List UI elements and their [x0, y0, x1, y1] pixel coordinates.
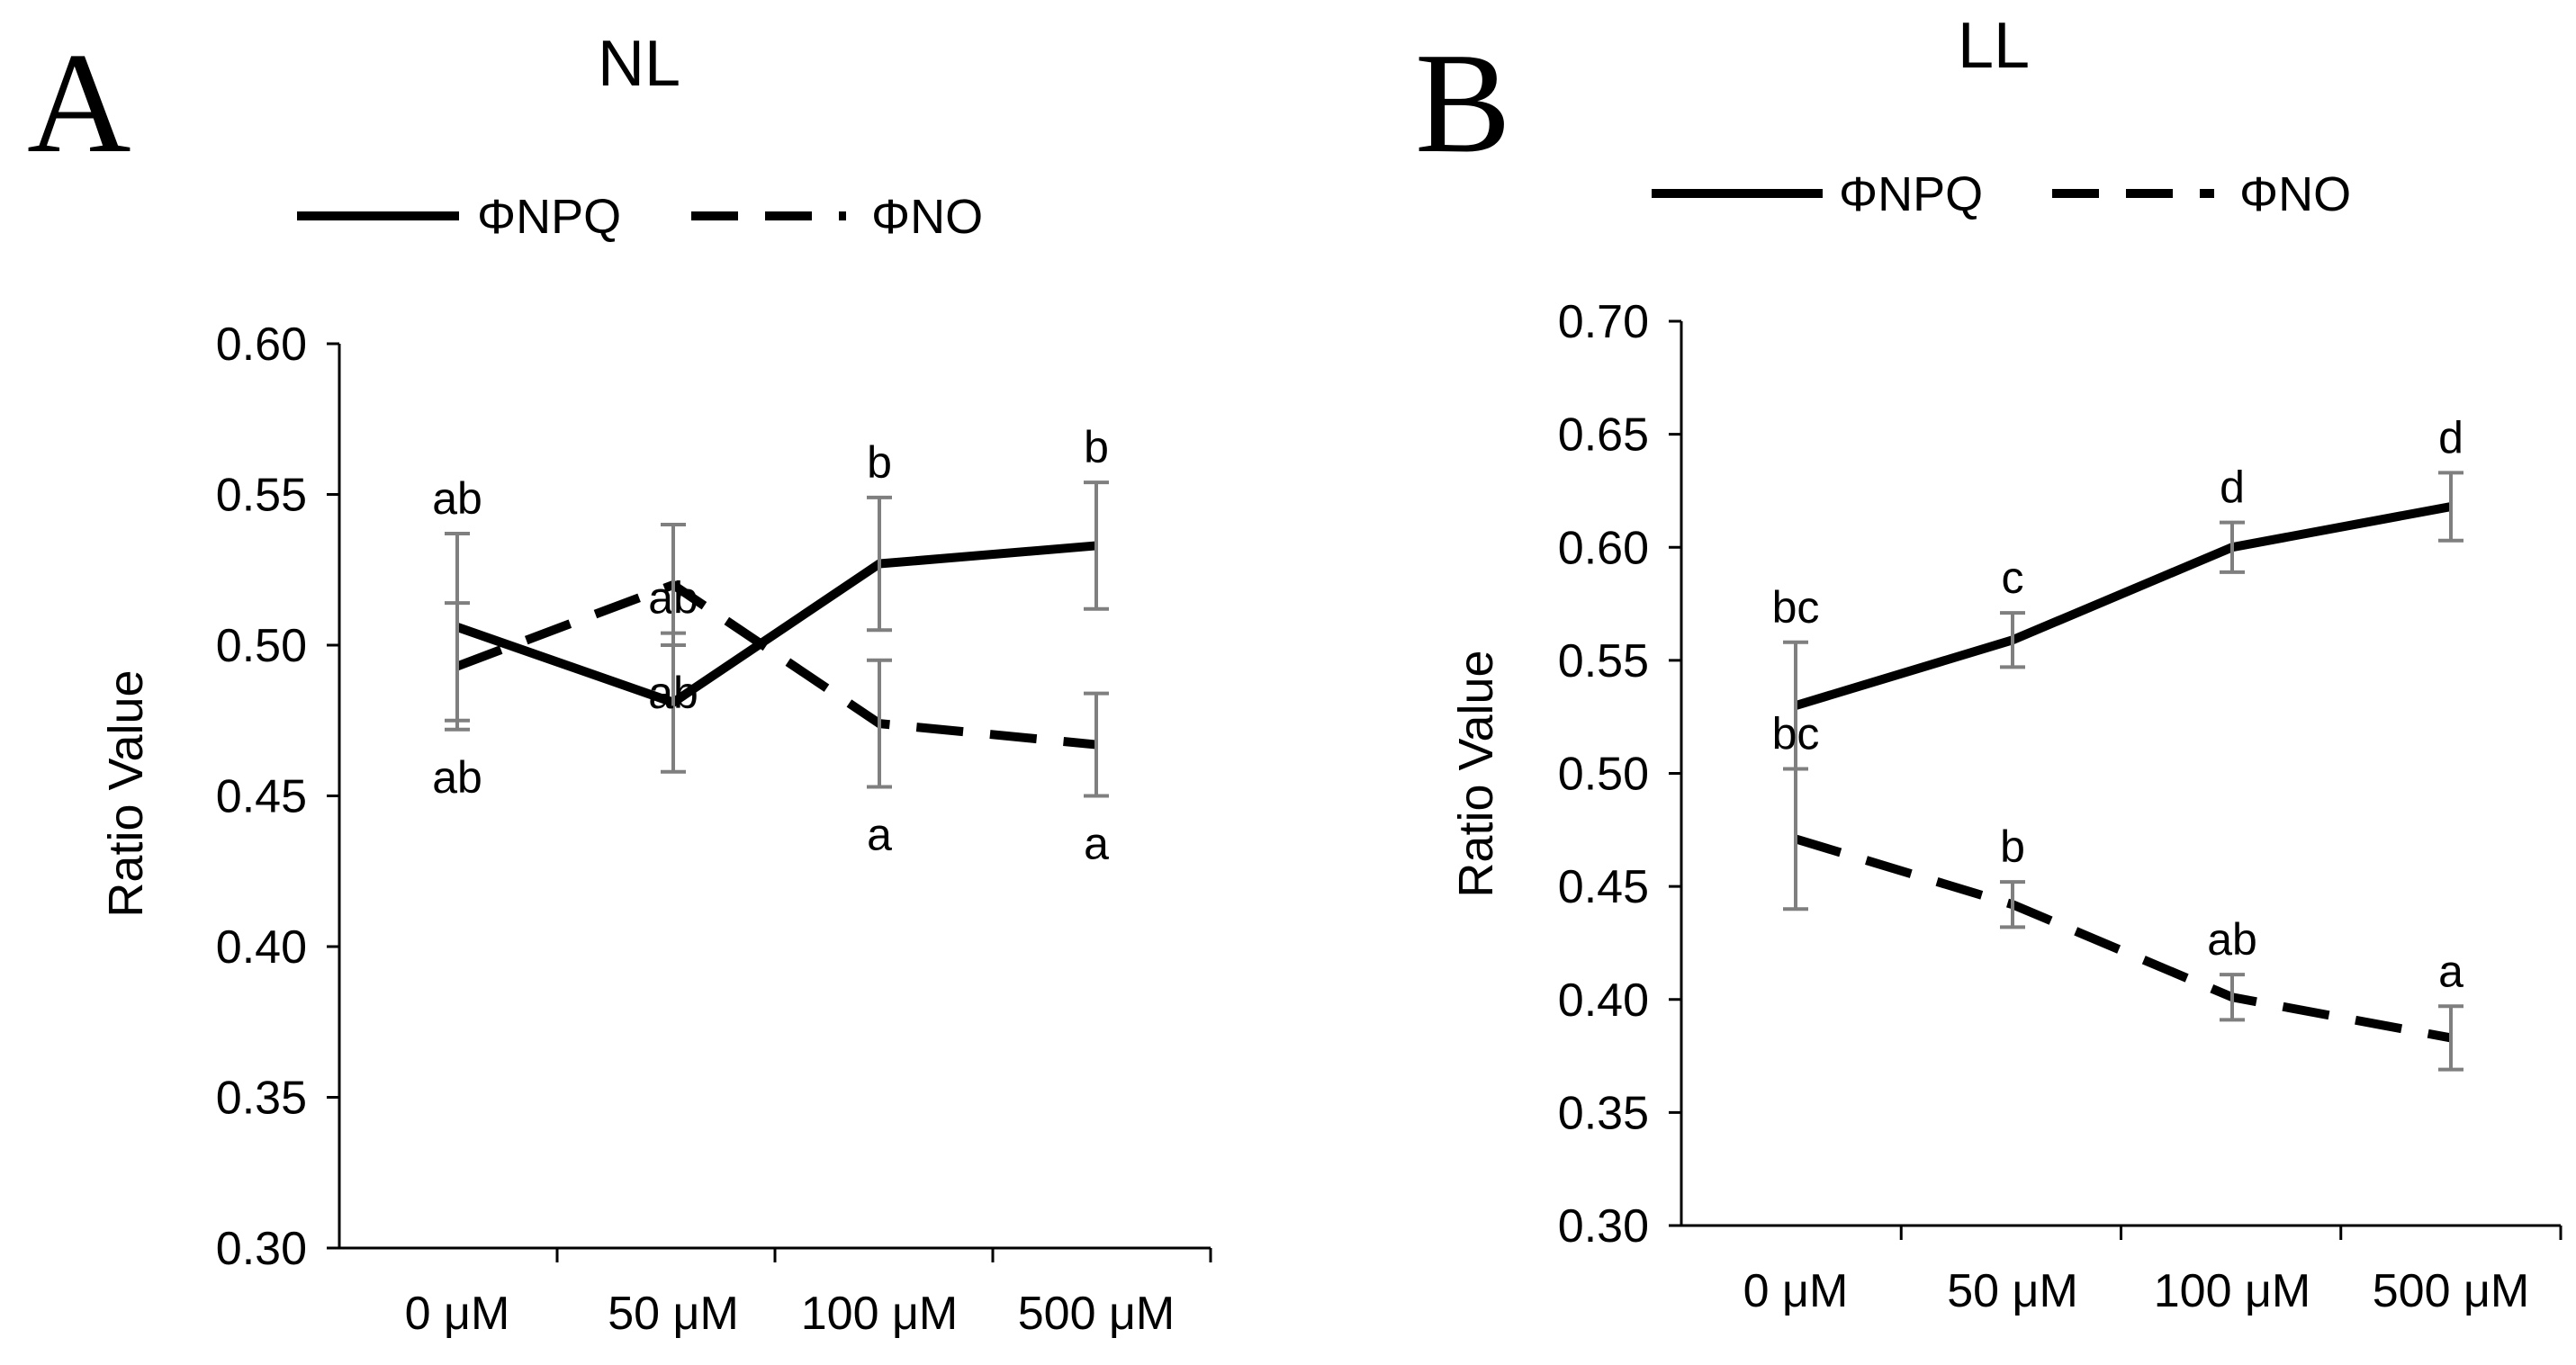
- legend-no-label: ΦNO: [2239, 167, 2351, 221]
- significance-label: b: [2000, 822, 2025, 872]
- series-line-no: [455, 579, 1097, 750]
- panel-b-letter: B: [1415, 22, 1511, 183]
- significance-label: a: [1084, 819, 1109, 869]
- y-tick-label: 0.40: [1558, 974, 1649, 1027]
- panel-b-title: LL: [1958, 10, 2030, 82]
- x-tick-label: 100 μM: [801, 1288, 958, 1340]
- panel-a-letter: A: [27, 22, 131, 183]
- series-line-npq: [455, 541, 1097, 708]
- y-tick-label: 0.30: [216, 1223, 307, 1275]
- legend-npq-label: ΦNPQ: [477, 190, 621, 244]
- y-tick-label: 0.60: [1558, 522, 1649, 574]
- y-tick-label: 0.60: [216, 319, 307, 371]
- y-tick-label: 0.45: [216, 771, 307, 823]
- panel-a-plot-area: 0.30 0.35 0.40 0.45 0.50 0.55 0.60 0 μM 50 μM 100…: [216, 319, 1212, 1340]
- significance-label: ab: [432, 752, 482, 803]
- panel-b-y-axis-label: Ratio Value: [1449, 650, 1503, 897]
- panel-a-title: NL: [598, 28, 680, 100]
- x-tick-label: 50 μM: [1947, 1265, 2078, 1317]
- significance-label: bc: [1772, 708, 1820, 759]
- y-tick-label: 0.45: [1558, 861, 1649, 913]
- legend-no-label: ΦNO: [871, 190, 983, 244]
- y-tick-label: 0.70: [1558, 296, 1649, 348]
- y-tick-label: 0.30: [1558, 1200, 1649, 1253]
- significance-label: bc: [1772, 582, 1820, 633]
- x-tick-label: 0 μM: [405, 1288, 510, 1340]
- y-tick-label: 0.40: [216, 921, 307, 974]
- y-tick-label: 0.55: [216, 470, 307, 522]
- x-tick-label: 50 μM: [608, 1288, 739, 1340]
- x-tick-label: 500 μM: [1018, 1288, 1175, 1340]
- y-tick-label: 0.35: [216, 1073, 307, 1125]
- x-tick-label: 500 μM: [2373, 1265, 2529, 1317]
- significance-label: c: [2002, 552, 2024, 603]
- panel-b-ll: B LL ΦNPQ ΦNO Ratio Value 0.300.350.400.…: [1415, 10, 2562, 1317]
- y-tick-label: 0.35: [1558, 1087, 1649, 1139]
- significance-label: b: [1084, 422, 1109, 472]
- panel-a-legend: ΦNPQ ΦNO: [297, 190, 983, 244]
- y-tick-label: 0.65: [1558, 409, 1649, 462]
- significance-label: a: [867, 809, 892, 859]
- series-line-npq: [1794, 502, 2452, 710]
- y-tick-label: 0.50: [216, 620, 307, 672]
- y-tick-label: 0.55: [1558, 635, 1649, 687]
- significance-label: d: [2220, 462, 2245, 513]
- legend-npq-label: ΦNPQ: [1839, 167, 1983, 221]
- significance-label: a: [2438, 946, 2463, 996]
- significance-label: ab: [432, 473, 482, 524]
- panel-b-plot-area: 0.30 0.35 0.40 0.45 0.50 0.55 0.60 0.65 0.70 0 μM…: [1558, 296, 2562, 1317]
- significance-label: b: [867, 437, 892, 488]
- x-tick-label: 100 μM: [2154, 1265, 2310, 1317]
- panel-a-y-axis-label: Ratio Value: [99, 669, 153, 917]
- significance-label: ab: [2207, 914, 2257, 965]
- significance-label: d: [2438, 412, 2463, 462]
- significance-label: ab: [648, 668, 698, 718]
- panel-b-legend: ΦNPQ ΦNO: [1652, 167, 2351, 221]
- x-tick-label: 0 μM: [1743, 1265, 1849, 1317]
- panel-a-nl: A NL ΦNPQ ΦNO Ratio Value 0.300.350.400.…: [27, 22, 1212, 1340]
- series-line-no: [1794, 834, 2452, 1043]
- y-tick-label: 0.50: [1558, 749, 1649, 801]
